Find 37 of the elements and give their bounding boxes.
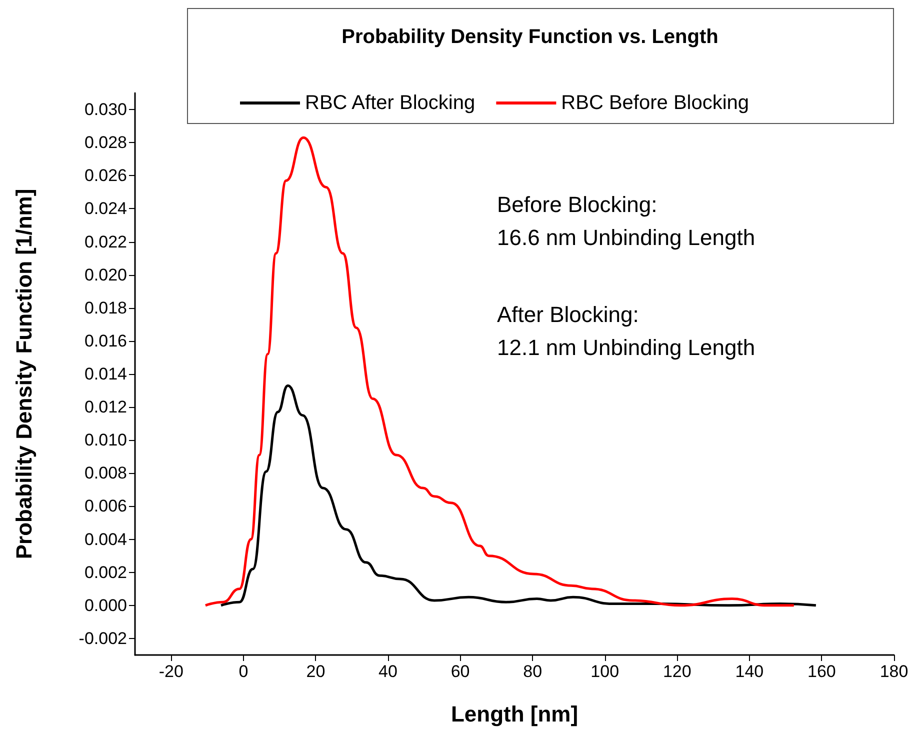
legend-label: RBC After Blocking	[305, 92, 476, 114]
y-tick-label: 0.010	[84, 430, 127, 450]
legend-label: RBC Before Blocking	[561, 92, 750, 114]
y-tick-label: 0.028	[84, 133, 127, 152]
x-tick-label: 120	[662, 662, 692, 681]
chart-title: Probability Density Function vs. Length	[342, 26, 718, 48]
x-tick-label: 180	[880, 662, 908, 681]
y-tick-label: 0.008	[84, 464, 127, 483]
x-tick-label: 160	[808, 662, 836, 681]
x-tick-label: 140	[735, 662, 764, 681]
y-tick-label: 0.024	[84, 199, 127, 218]
x-tick-label: 40	[378, 662, 398, 681]
x-tick-label: 60	[450, 662, 470, 681]
line-series	[204, 136, 796, 607]
y-tick-label: 0.026	[84, 166, 127, 186]
line-series	[220, 384, 818, 607]
y-tick-label: 0.012	[84, 398, 127, 417]
y-tick-label: -0.002	[78, 628, 127, 648]
x-axis-title: Length [nm]	[450, 702, 578, 726]
y-tick-label: 0.014	[84, 364, 127, 384]
x-tick-label: 0	[238, 662, 248, 681]
annotation: Before Blocking: 16.6 nm Unbinding Length	[497, 192, 756, 250]
y-tick-label: 0.020	[84, 265, 127, 284]
x-tick-label: 20	[306, 662, 326, 681]
y-tick-label: 0.022	[84, 232, 127, 252]
y-tick-label: 0.000	[84, 596, 127, 615]
y-tick-label: 0.006	[84, 496, 127, 516]
y-tick-label: 0.002	[84, 562, 127, 582]
y-tick-label: 0.004	[84, 530, 127, 549]
y-tick-label: 0.018	[84, 298, 127, 318]
x-tick-label: 100	[590, 662, 620, 681]
y-tick-label: 0.030	[84, 100, 127, 120]
y-axis-title: Probability Density Function [1/nm]	[12, 188, 36, 560]
x-tick-label: -20	[158, 662, 184, 681]
x-tick-label: 80	[523, 662, 542, 681]
annotation: After Blocking: 12.1 nm Unbinding Length	[497, 302, 756, 360]
y-tick-label: 0.016	[84, 331, 127, 350]
